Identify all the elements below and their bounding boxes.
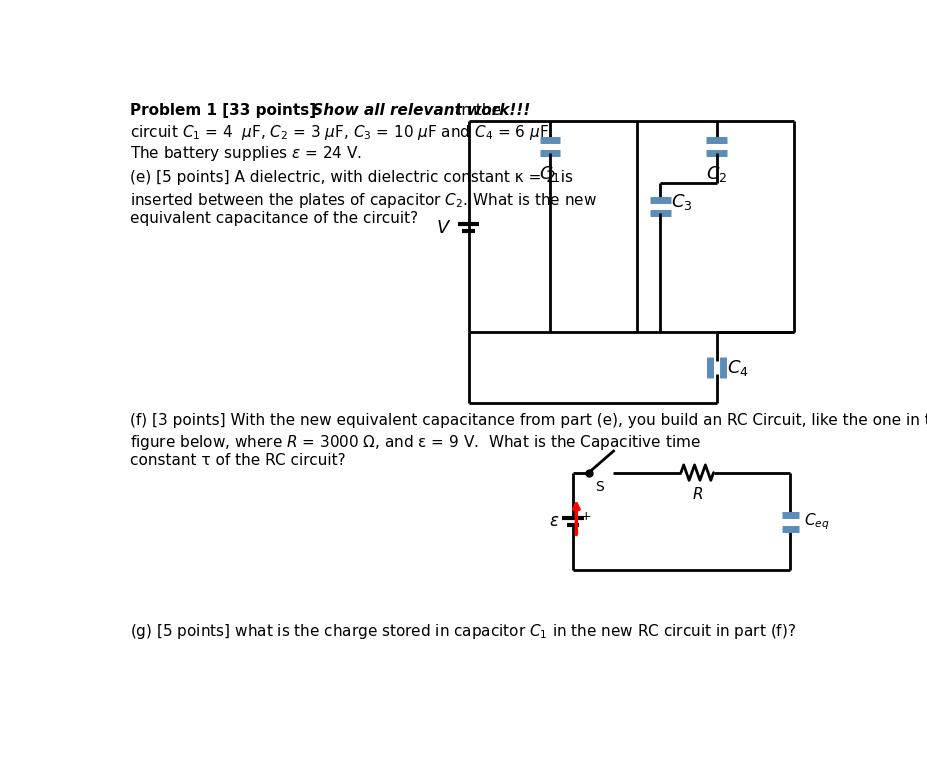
Text: $R$: $R$ [691,487,702,502]
Text: Problem 1 [33 points]: Problem 1 [33 points] [130,103,316,118]
Text: Show all relevant work!!!: Show all relevant work!!! [306,103,529,118]
Text: +: + [580,510,591,523]
Text: S: S [594,480,603,494]
Text: The battery supplies $\varepsilon$ = 24 V.: The battery supplies $\varepsilon$ = 24 … [130,144,362,163]
Text: $C_2$: $C_2$ [705,164,727,184]
Text: (g) [5 points] what is the charge stored in capacitor $C_1$ in the new RC circui: (g) [5 points] what is the charge stored… [130,622,795,641]
Text: $C_1$: $C_1$ [539,164,560,184]
Text: equivalent capacitance of the circuit?: equivalent capacitance of the circuit? [130,211,418,226]
Text: constant τ of the RC circuit?: constant τ of the RC circuit? [130,453,345,468]
Text: (e) [5 points] A dielectric, with dielectric constant κ = 2 is: (e) [5 points] A dielectric, with dielec… [130,170,572,185]
Text: (f) [3 points] With the new equivalent capacitance from part (e), you build an R: (f) [3 points] With the new equivalent c… [130,412,927,428]
Text: circuit $C_1$ = 4  $\mu$F, $C_2$ = 3 $\mu$F, $C_3$ = 10 $\mu$F and $C_4$ = 6 $\m: circuit $C_1$ = 4 $\mu$F, $C_2$ = 3 $\mu… [130,123,552,143]
Text: $\varepsilon$: $\varepsilon$ [548,513,559,530]
Text: inserted between the plates of capacitor $C_2$. What is the new: inserted between the plates of capacitor… [130,191,596,210]
Text: In the: In the [451,103,501,118]
Text: $V$: $V$ [436,219,451,236]
Text: $C_4$: $C_4$ [727,358,748,378]
Text: $C_3$: $C_3$ [670,192,692,212]
Text: $C_{eq}$: $C_{eq}$ [804,512,829,532]
Text: figure below, where $R$ = 3000 $\Omega$, and ε = 9 V.  What is the Capacitive ti: figure below, where $R$ = 3000 $\Omega$,… [130,433,700,452]
